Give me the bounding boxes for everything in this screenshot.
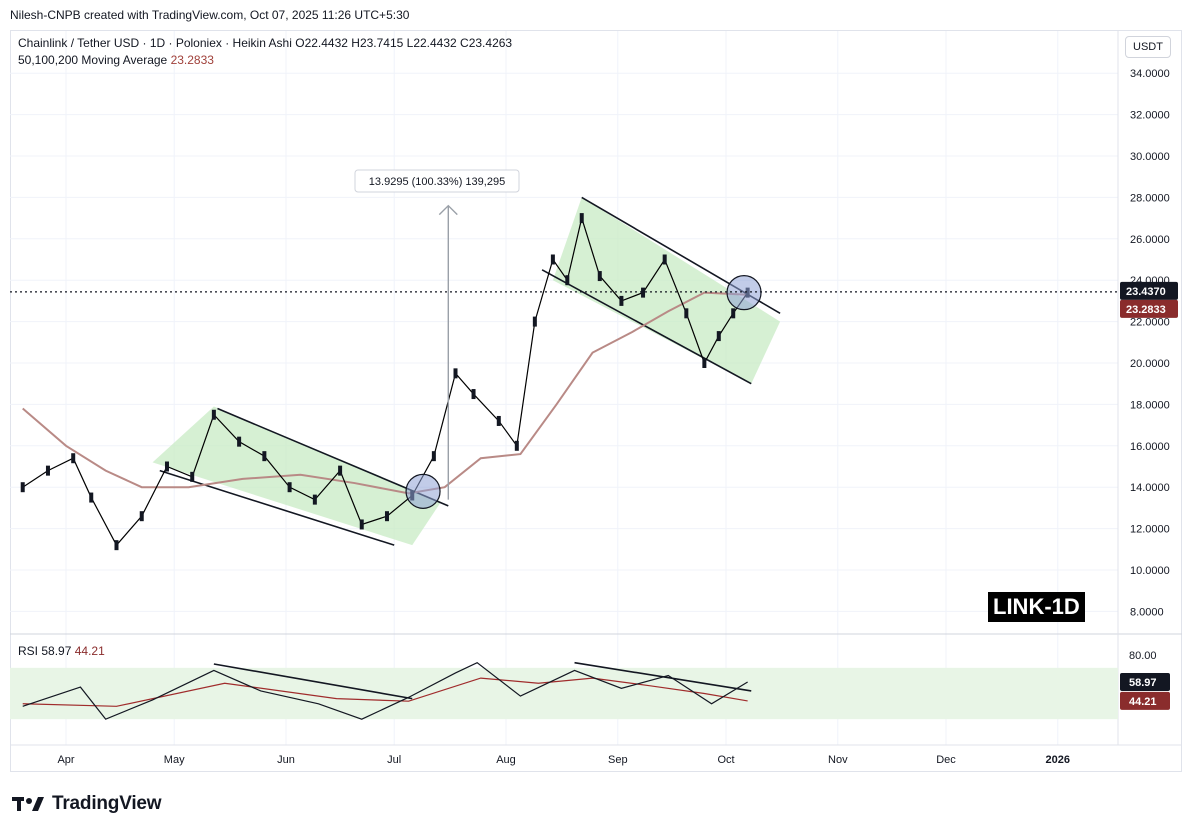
rsi-trendline-1 [213, 663, 413, 700]
price-candle [45, 465, 50, 476]
symbol-watermark: LINK-1D [988, 592, 1085, 622]
ma-legend: 50,100,200 Moving Average 23.2833 [18, 53, 214, 67]
price-candle [550, 254, 555, 265]
price-candle [338, 465, 343, 476]
price-candle [190, 471, 195, 482]
current-price-badge [1120, 281, 1178, 300]
price-tick-label: 26.0000 [1130, 234, 1170, 246]
time-tick-label: Jul [387, 754, 401, 766]
price-candle [262, 451, 267, 462]
price-candle [453, 368, 458, 379]
price-candle [20, 482, 25, 493]
ma-price-label: 23.2833 [1126, 304, 1166, 316]
price-candle [702, 358, 707, 368]
rsi-axis-badge [1120, 691, 1170, 710]
breakout-circle-1 [405, 473, 441, 509]
price-candle [237, 436, 242, 447]
time-tick-label: 2026 [1046, 754, 1070, 766]
ma-value: 23.2833 [170, 53, 214, 67]
price-candle [731, 308, 736, 319]
price-candle [384, 511, 389, 522]
breakout-circle-2 [726, 275, 762, 311]
time-tick-label: Oct [717, 754, 734, 766]
price-candle [532, 316, 537, 327]
price-candle [619, 295, 624, 306]
tradingview-logo-icon [12, 797, 44, 811]
rsi-tick-label: 44.21 [1129, 696, 1157, 708]
measure-arrow-head [438, 204, 458, 216]
rsi-trendline-2 [574, 661, 752, 692]
price-candle [514, 440, 519, 451]
rsi-tick-label: 58.97 [1129, 677, 1157, 689]
price-candle [287, 482, 292, 493]
rsi-axis-badge [1120, 672, 1170, 691]
price-candle [662, 254, 667, 265]
symbol-legend: Chainlink / Tether USD · 1D · Poloniex ·… [18, 36, 512, 50]
time-tick-label: Sep [608, 754, 628, 766]
ma-price-badge [1120, 299, 1178, 318]
price-tick-label: 12.0000 [1130, 524, 1170, 536]
price-tick-label: 22.0000 [1130, 317, 1170, 329]
current-price-label: 23.4370 [1126, 286, 1166, 298]
price-candle [139, 511, 144, 522]
rsi-tick-label: 80.00 [1129, 650, 1157, 662]
tradingview-footer: TradingView [12, 793, 162, 815]
ma-label: 50,100,200 Moving Average [18, 53, 168, 67]
measure-label: 13.9295 (100.33%) 139,295 [369, 176, 505, 188]
price-tick-label: 16.0000 [1130, 441, 1170, 453]
time-tick-label: Jun [277, 754, 295, 766]
price-candle [565, 275, 570, 286]
price-candle [641, 287, 646, 298]
measure-label-box [354, 169, 520, 193]
flag-channel-2 [552, 197, 781, 384]
price-candle [114, 540, 119, 551]
price-tick-label: 10.0000 [1130, 565, 1170, 577]
price-tick-label: 34.0000 [1130, 68, 1170, 80]
price-candle [716, 331, 721, 342]
channel1-lower-line [159, 469, 395, 546]
channel2-lower-line [541, 269, 752, 385]
time-tick-label: Apr [57, 754, 74, 766]
price-candle [471, 389, 476, 400]
price-tick-label: 8.0000 [1130, 606, 1164, 618]
tradingview-wordmark: TradingView [52, 793, 162, 814]
price-tick-label: 28.0000 [1130, 192, 1170, 204]
chart-creator-line: Nilesh-CNPB created with TradingView.com… [10, 8, 410, 22]
rsi-ma-value: 44.21 [74, 644, 105, 658]
chart-frame [10, 30, 1182, 772]
price-candle [211, 409, 216, 420]
price-candle [312, 494, 317, 505]
price-candle [597, 271, 602, 282]
rsi-value: 58.97 [41, 644, 72, 658]
price-candle [431, 451, 436, 462]
price-candle [89, 492, 94, 503]
time-tick-label: May [164, 754, 185, 766]
price-candle [359, 519, 364, 530]
currency-selector[interactable]: USDT [1125, 36, 1171, 58]
price-tick-label: 32.0000 [1130, 110, 1170, 122]
rsi-band [10, 667, 1118, 720]
time-tick-label: Aug [496, 754, 516, 766]
price-candle [496, 415, 501, 426]
price-tick-label: 14.0000 [1130, 482, 1170, 494]
price-candle [579, 213, 584, 224]
rsi-ma-line [22, 677, 748, 707]
time-tick-label: Dec [936, 754, 956, 766]
ohlc-values: O22.4432 H23.7415 L22.4432 C23.4263 [295, 36, 513, 50]
price-candle [71, 453, 76, 464]
price-tick-label: 30.0000 [1130, 151, 1170, 163]
rsi-label: RSI [18, 644, 39, 658]
symbol-name: Chainlink / Tether USD · 1D · Poloniex ·… [18, 36, 292, 50]
price-candle [684, 308, 689, 319]
time-tick-label: Nov [828, 754, 848, 766]
price-tick-label: 20.0000 [1130, 358, 1170, 370]
price-tick-label: 18.0000 [1130, 399, 1170, 411]
price-candle [164, 461, 169, 472]
rsi-legend: RSI 58.97 44.21 [18, 644, 105, 658]
